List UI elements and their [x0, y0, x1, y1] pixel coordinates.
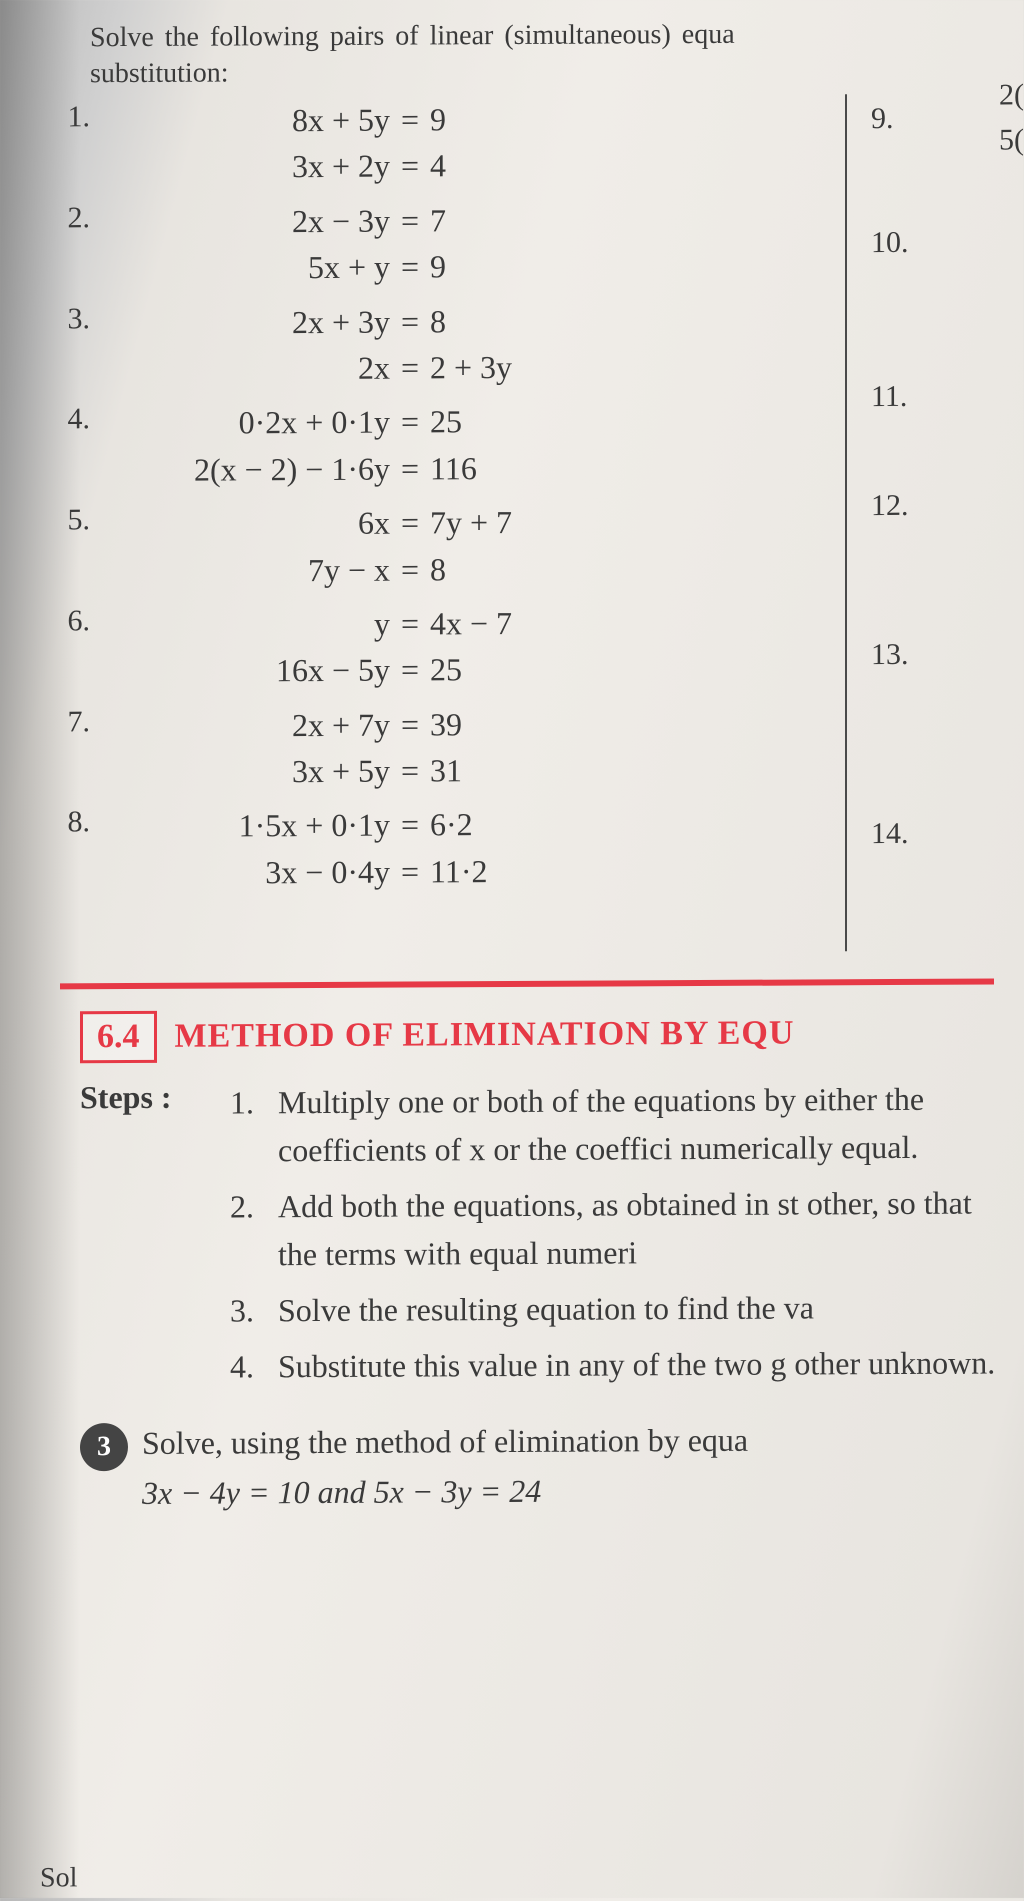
example-text: Solve, using the method of elimination b…	[142, 1414, 1024, 1518]
problem-number: 3.	[30, 300, 130, 393]
exercise-instruction-2: substitution:	[90, 53, 1024, 90]
problem-3: 3. 2x + 3y=8 2x=2 + 3y	[30, 296, 845, 393]
right-edge-line-1: 2(	[999, 72, 1024, 117]
problem-number: 5.	[30, 501, 130, 594]
section-divider	[60, 978, 994, 989]
step-1: 1. Multiply one or both of the equations…	[230, 1074, 1024, 1174]
worked-example: 3 Solve, using the method of elimination…	[80, 1414, 1024, 1518]
steps-block: Steps : 1. Multiply one or both of the e…	[80, 1074, 1024, 1399]
problem-number: 2.	[30, 199, 130, 292]
problem-equations: 6x=7y + 7 7y − x=8	[130, 499, 570, 594]
problem-equations: 8x + 5y=9 3x + 2y=4	[130, 96, 570, 191]
right-problem-14: 14.	[871, 816, 1024, 851]
right-edge-line-2: 5(	[999, 117, 1024, 162]
problem-equations: 0·2x + 0·1y=25 2(x − 2) − 1·6y=116	[130, 398, 570, 493]
problem-1: 1. 8x + 5y=9 3x + 2y=4	[30, 94, 845, 191]
problem-number: 1.	[30, 98, 130, 191]
problem-equations: y=4x − 7 16x − 5y=25	[130, 600, 570, 695]
problem-4: 4. 0·2x + 0·1y=25 2(x − 2) − 1·6y=116	[30, 397, 845, 494]
exercise-instruction: Solve the following pairs of linear (sim…	[90, 17, 1024, 54]
section-header: 6.4 METHOD OF ELIMINATION BY EQU	[80, 1006, 1024, 1063]
problem-equations: 1·5x + 0·1y=6·2 3x − 0·4y=11·2	[130, 801, 570, 896]
textbook-page: Solve the following pairs of linear (sim…	[0, 0, 1024, 1901]
problem-number: 4.	[30, 400, 130, 493]
step-2: 2. Add both the equations, as obtained i…	[230, 1178, 1024, 1278]
problem-7: 7. 2x + 7y=39 3x + 5y=31	[30, 699, 845, 796]
example-line-1: Solve, using the method of elimination b…	[142, 1414, 1024, 1468]
section-title: METHOD OF ELIMINATION BY EQU	[175, 1015, 795, 1056]
problem-5: 5. 6x=7y + 7 7y − x=8	[30, 497, 845, 594]
right-problem-12: 12.	[871, 488, 1024, 523]
problem-2: 2. 2x − 3y=7 5x + y=9	[30, 195, 845, 292]
problem-equations: 2x + 7y=39 3x + 5y=31	[130, 700, 570, 795]
steps-list: 1. Multiply one or both of the equations…	[230, 1074, 1024, 1398]
problem-equations: 2x − 3y=7 5x + y=9	[130, 196, 570, 291]
problem-number: 8.	[30, 803, 130, 896]
partial-bottom-text: Sol	[40, 1862, 77, 1894]
step-3: 3. Solve the resulting equation to find …	[230, 1282, 1024, 1334]
problem-6: 6. y=4x − 7 16x − 5y=25	[30, 598, 845, 695]
steps-label: Steps :	[80, 1078, 230, 1399]
right-column: 9. 10. 11. 12. 13. 14.	[845, 93, 1024, 951]
problem-8: 8. 1·5x + 0·1y=6·2 3x − 0·4y=11·2	[30, 800, 845, 897]
right-problem-11: 11.	[871, 379, 1024, 414]
right-problem-13: 13.	[871, 637, 1024, 672]
problem-number: 7.	[30, 703, 130, 796]
section-number: 6.4	[80, 1011, 157, 1063]
problem-equations: 2x + 3y=8 2x=2 + 3y	[130, 297, 570, 392]
exercise-columns: 1. 8x + 5y=9 3x + 2y=4 2. 2x − 3y=7 5x +…	[30, 93, 1024, 955]
problem-number: 6.	[30, 602, 130, 695]
left-column: 1. 8x + 5y=9 3x + 2y=4 2. 2x − 3y=7 5x +…	[30, 94, 845, 955]
step-4: 4. Substitute this value in any of the t…	[230, 1338, 1024, 1390]
right-edge-fragments: 2( 5(	[999, 72, 1024, 162]
example-number-circle: 3	[80, 1423, 128, 1471]
example-line-2: 3x − 4y = 10 and 5x − 3y = 24	[142, 1464, 1024, 1518]
right-problem-10: 10.	[871, 225, 1024, 260]
